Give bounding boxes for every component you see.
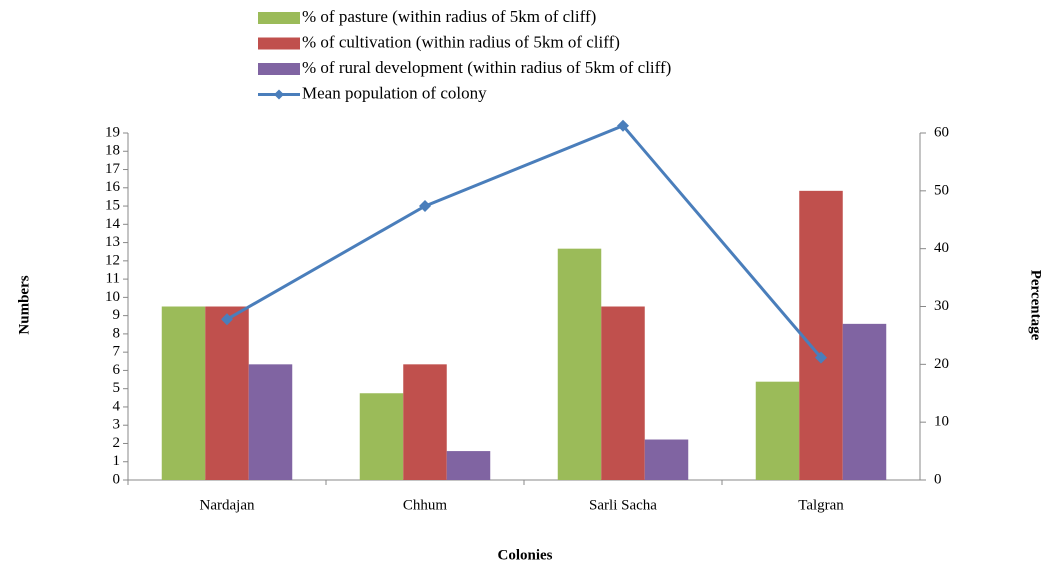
y-tick-label: 14: [105, 216, 121, 232]
y2-tick-label: 30: [934, 298, 949, 314]
marker: [419, 200, 431, 213]
y-tick-label: 1: [113, 453, 121, 469]
y2-tick-label: 60: [934, 124, 949, 140]
y-tick-label: 10: [105, 289, 120, 305]
bar: [557, 248, 602, 480]
y2-axis-title: Percentage: [1028, 270, 1044, 341]
x-tick-label: Talgran: [798, 497, 844, 513]
y-tick-label: 19: [105, 124, 120, 140]
x-axis-title: Colonies: [497, 547, 552, 563]
marker: [221, 313, 233, 326]
bar: [799, 190, 843, 481]
legend-swatch: [258, 12, 300, 24]
marker: [815, 351, 827, 364]
y-tick-label: 13: [105, 234, 120, 250]
y-tick-label: 15: [105, 197, 120, 213]
y2-tick-label: 20: [934, 356, 949, 372]
y-tick-label: 7: [113, 344, 121, 360]
bar: [446, 451, 491, 480]
y2-tick-label: 0: [934, 471, 942, 487]
bar: [601, 306, 645, 480]
bar: [205, 306, 249, 480]
y-tick-label: 5: [113, 380, 121, 396]
legend-label: % of rural development (within radius of…: [302, 58, 671, 77]
y2-tick-label: 50: [934, 182, 949, 198]
y-tick-label: 3: [113, 417, 121, 433]
legend-swatch: [258, 37, 300, 50]
bar: [359, 393, 404, 480]
y-axis-title: Numbers: [16, 275, 32, 334]
y-tick-label: 0: [113, 471, 121, 487]
line: [226, 123, 823, 359]
y-tick-label: 18: [105, 143, 120, 159]
y2-tick-label: 40: [934, 240, 949, 256]
bar: [755, 381, 800, 480]
x-tick-label: Nardajan: [200, 497, 255, 513]
y-tick-label: 12: [105, 252, 120, 268]
legend-label: % of pasture (within radius of 5km of cl…: [302, 7, 596, 26]
bar: [161, 306, 206, 480]
y-tick-label: 4: [113, 398, 121, 414]
legend-swatch: [258, 63, 300, 75]
legend-label: % of cultivation (within radius of 5km o…: [302, 32, 620, 51]
bar: [403, 364, 447, 480]
legend-label: Mean population of colony: [302, 83, 487, 102]
y-tick-label: 9: [113, 307, 121, 323]
y-tick-label: 8: [113, 325, 121, 341]
y-tick-label: 11: [106, 271, 120, 287]
x-tick-label: Sarli Sacha: [589, 497, 657, 513]
x-tick-label: Chhum: [403, 497, 448, 513]
y-tick-label: 16: [105, 179, 121, 195]
bar: [644, 439, 689, 480]
y2-tick-label: 10: [934, 414, 949, 430]
y-tick-label: 6: [113, 362, 121, 378]
legend-marker: [274, 89, 284, 100]
bar: [842, 323, 887, 480]
y-tick-label: 17: [105, 161, 121, 177]
bar: [248, 364, 293, 480]
y-tick-label: 2: [113, 435, 121, 451]
marker: [617, 119, 629, 132]
